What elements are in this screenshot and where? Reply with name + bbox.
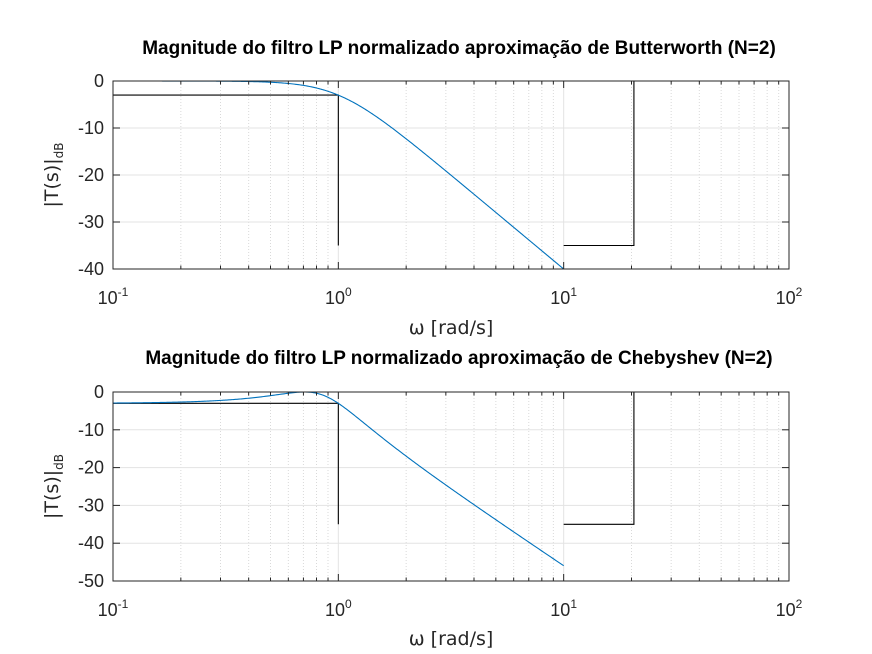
y-tick-label: -50 (78, 571, 104, 591)
x-tick-label: 102 (776, 285, 803, 308)
y-tick-label: 0 (94, 71, 104, 91)
x-tick-label: 100 (325, 285, 352, 308)
x-tick-label: 100 (325, 597, 352, 620)
x-tick-label: 10-1 (98, 285, 129, 308)
y-tick-label: -20 (78, 458, 104, 478)
template-line (563, 392, 635, 525)
x-tick-label: 101 (550, 285, 577, 308)
y-tick-label: -40 (78, 259, 104, 279)
template-line (563, 81, 635, 247)
butterworth-panel: 0 -10 -20 -30 -40 10-1 100 101 102 Magnitude do f… (41, 38, 803, 339)
y-tick-label: -30 (78, 212, 104, 232)
y-tick-label: -30 (78, 495, 104, 515)
plot-area (113, 392, 789, 581)
x-tick-label: 10-1 (98, 597, 129, 620)
chart-title: Magnitude do filtro LP normalizado aprox… (142, 38, 776, 59)
y-tick-label: 0 (94, 382, 104, 402)
x-axis-label: ω [rad/s] (409, 628, 494, 650)
x-tick-label: 101 (550, 597, 577, 620)
y-tick-label: -40 (78, 533, 104, 553)
x-tick-label: 102 (776, 597, 803, 620)
chart-title: Magnitude do filtro LP normalizado aprox… (145, 348, 772, 369)
response-series-line (112, 391, 564, 567)
y-axis-label: |T(s)|dB (41, 454, 66, 519)
y-tick-label: -10 (78, 420, 104, 440)
y-axis-label: |T(s)|dB (41, 143, 66, 208)
x-axis-label: ω [rad/s] (409, 317, 494, 339)
y-tick-label: -20 (78, 165, 104, 185)
y-tick-label: -10 (78, 118, 104, 138)
chebyshev-panel: 0 -10 -20 -30 -40 -50 10-1 100 101 102 Magnitude d… (41, 348, 803, 650)
axes-box (112, 391, 790, 582)
